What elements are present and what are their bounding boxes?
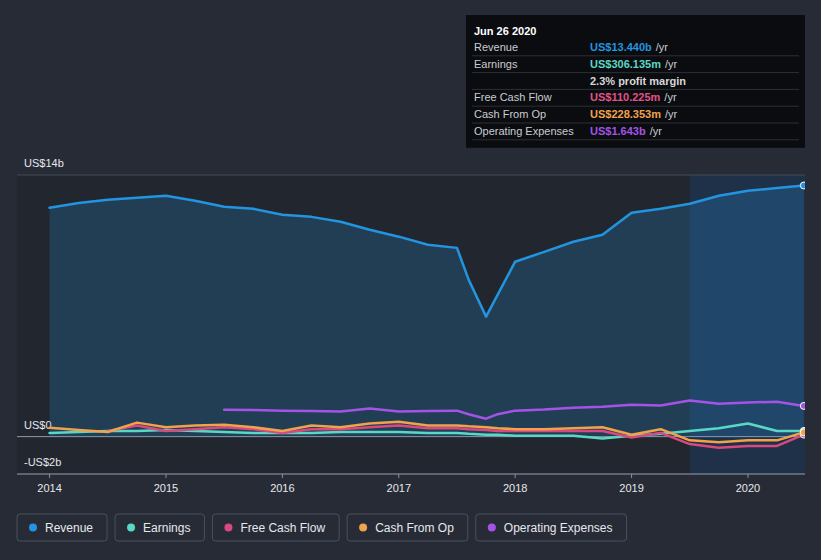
end-marker — [800, 402, 805, 409]
tooltip-value: 2.3% profit margin — [590, 75, 686, 87]
tooltip-value: US$1.643b — [590, 125, 646, 137]
x-tick — [747, 474, 748, 478]
tooltip-separator — [472, 106, 799, 107]
tooltip-unit: /yr — [664, 91, 677, 103]
tooltip-separator — [472, 89, 799, 90]
legend-box[interactable] — [347, 514, 468, 541]
x-tick — [631, 474, 632, 478]
y-tick-label: US$14b — [24, 157, 64, 169]
tooltip-unit: /yr — [656, 41, 669, 53]
legend-box[interactable] — [212, 514, 339, 541]
tooltip-value: US$110.225m — [590, 91, 661, 103]
legend-swatch — [29, 524, 37, 532]
legend-swatch — [224, 524, 232, 532]
area-fill — [50, 185, 804, 436]
tooltip-label: Operating Expenses — [474, 125, 574, 137]
x-tick-label: 2015 — [154, 482, 178, 494]
grid-line — [17, 175, 805, 176]
background — [0, 0, 821, 560]
x-tick — [49, 474, 50, 478]
series-line — [50, 422, 804, 443]
x-tick — [282, 474, 283, 478]
tooltip-label: Cash From Op — [474, 108, 546, 120]
x-tick-label: 2020 — [736, 482, 760, 494]
x-tick-label: 2016 — [270, 482, 294, 494]
legend-label: Operating Expenses — [504, 521, 613, 535]
tooltip-unit: /yr — [665, 108, 678, 120]
tooltip-separator — [472, 55, 799, 56]
legend: Revenue Earnings Free Cash Flow Cash From O… — [17, 514, 627, 541]
tooltip-box — [466, 15, 805, 148]
legend-box[interactable] — [17, 514, 107, 541]
plot-background — [17, 175, 805, 474]
x-tick-label: 2018 — [503, 482, 527, 494]
tooltip-value: US$306.135m — [590, 58, 661, 70]
legend-label: Revenue — [45, 521, 93, 535]
x-tick-label: 2014 — [37, 482, 61, 494]
end-marker — [800, 182, 805, 189]
x-tick-label: 2019 — [619, 482, 643, 494]
legend-swatch — [359, 524, 367, 532]
x-axis-line — [17, 474, 805, 475]
plot-marks — [50, 182, 805, 448]
tooltip-value: US$228.353m — [590, 108, 661, 120]
legend-label: Cash From Op — [375, 521, 454, 535]
legend-label: Free Cash Flow — [240, 521, 325, 535]
x-tick — [515, 474, 516, 478]
grid-line — [17, 474, 805, 475]
series-line — [50, 185, 804, 316]
tooltip-label: Earnings — [474, 58, 518, 70]
tooltip-title: Jun 26 2020 — [474, 25, 536, 37]
tooltip-label: Free Cash Flow — [474, 91, 552, 103]
x-tick-label: 2017 — [387, 482, 411, 494]
legend-swatch — [127, 524, 135, 532]
legend-label: Earnings — [143, 521, 190, 535]
tooltip-separator — [472, 72, 799, 73]
x-tick — [165, 474, 166, 478]
tooltip-label: Revenue — [474, 41, 518, 53]
legend-box[interactable] — [476, 514, 627, 541]
series-line — [224, 401, 804, 419]
tooltip-value: US$13.440b — [590, 41, 652, 53]
chart: -US$2b US$0 US$14b 2014 2015 2016 2017 2018 2019… — [0, 0, 821, 560]
tooltip-separator — [472, 139, 799, 140]
tooltip: Jun 26 2020 Revenue US$13.440b/yr Earnings U… — [466, 15, 805, 148]
series-line — [108, 425, 804, 447]
tooltip-separator — [472, 123, 799, 124]
legend-box[interactable] — [115, 514, 204, 541]
end-marker — [800, 429, 805, 436]
legend-swatch — [488, 524, 496, 532]
x-tick — [398, 474, 399, 478]
y-tick-label: US$0 — [24, 419, 52, 431]
tooltip-unit: /yr — [665, 58, 678, 70]
y-tick-label: -US$2b — [24, 456, 61, 468]
tooltip-unit: /yr — [650, 125, 663, 137]
